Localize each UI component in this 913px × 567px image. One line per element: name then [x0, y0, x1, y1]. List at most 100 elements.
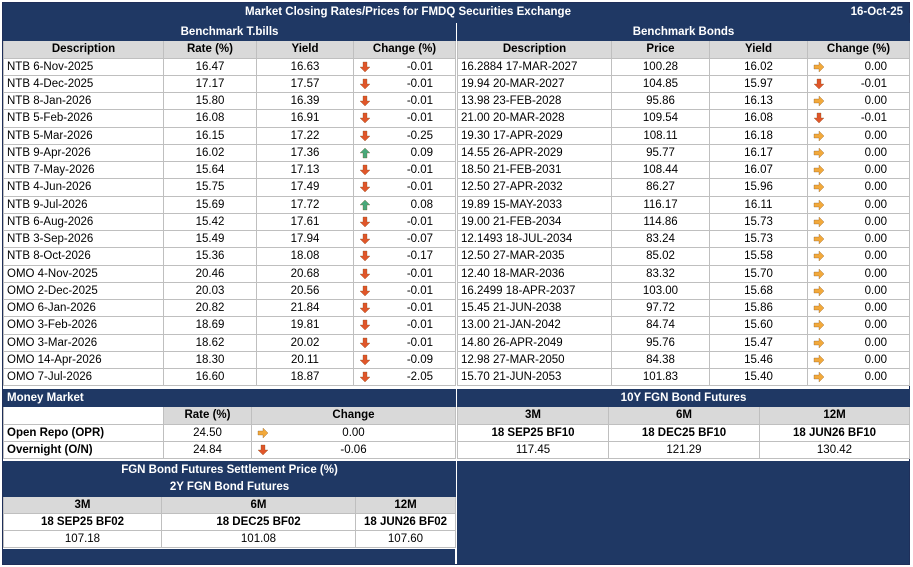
- arrow-down-icon: [359, 251, 371, 262]
- bond-yield: 15.46: [709, 350, 808, 370]
- tbill-yield: 16.91: [256, 109, 354, 128]
- tbill-description: NTB 4-Jun-2026: [3, 178, 164, 197]
- bond-yield: 16.17: [709, 143, 808, 163]
- bond-description: 12.1493 18-JUL-2034: [457, 229, 612, 249]
- fut-price: 107.60: [354, 529, 457, 549]
- tbill-change: -0.01: [406, 181, 434, 194]
- fut-settlement-title: FGN Bond Futures Settlement Price (%): [2, 460, 457, 480]
- money-market-panel: Money Market Rate (%) Change Open Repo (…: [3, 388, 456, 460]
- mm-rate: 24.84: [163, 440, 252, 460]
- tbill-yield: 16.63: [256, 57, 354, 76]
- arrow-up-icon: [359, 147, 371, 158]
- arrow-right-icon: [813, 199, 825, 210]
- bond-change-cell: -0.01: [806, 74, 911, 94]
- bond-yield: 16.07: [709, 160, 808, 180]
- bond-change: 0.00: [864, 146, 888, 159]
- arrow-down-icon: [359, 95, 371, 107]
- bond-change: 0.00: [864, 95, 888, 108]
- tbill-change-cell: -2.05: [352, 367, 457, 387]
- table-row: 15.45 21-JUN-2038 97.72 15.86 0.00: [457, 298, 911, 318]
- mm-change: 0.00: [342, 426, 365, 439]
- bond-yield: 15.47: [709, 333, 808, 352]
- bond-change-cell: 0.00: [806, 212, 911, 232]
- bond-yield: 16.13: [709, 91, 808, 111]
- tbill-yield: 20.02: [256, 333, 354, 352]
- fut2-empty-area: [3, 549, 455, 564]
- tbill-yield: 18.08: [256, 247, 354, 266]
- tbill-change-cell: -0.17: [352, 247, 457, 266]
- bond-change-cell: 0.00: [806, 57, 911, 76]
- bond-description: 14.55 26-APR-2029: [457, 143, 612, 163]
- tbill-change-cell: -0.01: [352, 316, 457, 335]
- bond-description: 12.50 27-APR-2032: [457, 178, 612, 197]
- tbill-description: OMO 3-Mar-2026: [3, 333, 164, 352]
- arrow-down-icon: [813, 113, 825, 124]
- arrow-down-icon: [359, 302, 371, 314]
- fut2-table: FGN Bond Futures Settlement Price (%) 2Y…: [2, 460, 457, 549]
- tbill-change: -0.01: [406, 215, 434, 228]
- table-row: 14.55 26-APR-2029 95.77 16.17 0.00: [457, 143, 911, 163]
- tbill-rate: 18.62: [163, 333, 257, 352]
- arrow-right-icon: [813, 354, 825, 366]
- table-row: 15.70 21-JUN-2053 101.83 15.40 0.00: [457, 367, 911, 387]
- tbill-yield: 17.72: [256, 195, 354, 214]
- bond-yield: 15.60: [709, 316, 808, 335]
- bond-price: 84.74: [611, 316, 710, 335]
- bond-yield: 15.58: [709, 247, 808, 266]
- fut-price: 117.45: [457, 440, 609, 460]
- bond-price: 116.17: [611, 195, 710, 214]
- bond-change-cell: 0.00: [806, 195, 911, 214]
- bond-change-cell: 0.00: [806, 281, 911, 301]
- fut-tenor: 6M: [161, 495, 356, 514]
- table-row: NTB 8-Oct-2026 15.36 18.08 -0.17: [3, 247, 457, 266]
- col-header-change: Change: [251, 406, 456, 425]
- tbill-yield: 17.57: [256, 74, 354, 94]
- bond-price: 83.24: [611, 229, 710, 249]
- bond-change-cell: 0.00: [806, 298, 911, 318]
- bond-price: 84.38: [611, 350, 710, 370]
- fut-contract: 18 SEP25 BF10: [457, 423, 609, 442]
- bond-description: 13.98 23-FEB-2028: [457, 91, 612, 111]
- bond-price: 104.85: [611, 74, 710, 94]
- tbills-section-title: Benchmark T.bills: [2, 22, 457, 42]
- bond-change-cell: 0.00: [806, 91, 911, 111]
- bond-yield: 16.02: [709, 57, 808, 76]
- bond-description: 19.94 20-MAR-2027: [457, 74, 612, 94]
- tbill-change-cell: -0.01: [352, 91, 457, 111]
- table-row: NTB 6-Nov-2025 16.47 16.63 -0.01: [3, 57, 457, 76]
- tbill-yield: 18.87: [256, 367, 354, 387]
- bond-change-cell: 0.00: [806, 316, 911, 335]
- tbill-description: NTB 6-Nov-2025: [3, 57, 164, 76]
- bond-price: 95.77: [611, 143, 710, 163]
- tbill-rate: 16.15: [163, 126, 257, 145]
- bond-change-cell: -0.01: [806, 109, 911, 128]
- table-row: NTB 8-Jan-2026 15.80 16.39 -0.01: [3, 91, 457, 111]
- table-row: 12.40 18-MAR-2036 83.32 15.70 0.00: [457, 264, 911, 283]
- tbill-yield: 20.11: [256, 350, 354, 370]
- bond-change: 0.00: [864, 233, 888, 246]
- tbill-description: OMO 6-Jan-2026: [3, 298, 164, 318]
- tbill-rate: 20.03: [163, 281, 257, 301]
- bonds-rows: 16.2884 17-MAR-2027 100.28 16.02 0.00 19.94 …: [457, 57, 911, 387]
- bond-price: 114.86: [611, 212, 710, 232]
- bond-price: 100.28: [611, 57, 710, 76]
- fut-tenor: 3M: [457, 406, 609, 425]
- fut10-price-row: 117.45 121.29 130.42: [457, 440, 911, 460]
- table-row: NTB 4-Dec-2025 17.17 17.57 -0.01: [3, 74, 457, 94]
- bond-change-cell: 0.00: [806, 333, 911, 352]
- bond-yield: 15.70: [709, 264, 808, 283]
- tbill-rate: 15.42: [163, 212, 257, 232]
- table-row: OMO 7-Jul-2026 16.60 18.87 -2.05: [3, 367, 457, 387]
- tbill-change: -0.07: [406, 233, 434, 246]
- fut2-contract-row: 18 SEP25 BF02 18 DEC25 BF02 18 JUN26 BF02: [3, 512, 457, 532]
- arrow-right-icon: [813, 61, 825, 72]
- tbill-change-cell: -0.01: [352, 333, 457, 352]
- fut2-tenor-row: 3M 6M 12M: [3, 495, 457, 514]
- tbills-panel: Benchmark T.bills Description Rate (%) Y…: [2, 22, 457, 387]
- arrow-up-icon: [359, 199, 371, 210]
- bond-yield: 15.86: [709, 298, 808, 318]
- arrow-down-icon: [359, 337, 371, 348]
- arrow-down-icon: [359, 371, 371, 383]
- arrow-right-icon: [813, 302, 825, 314]
